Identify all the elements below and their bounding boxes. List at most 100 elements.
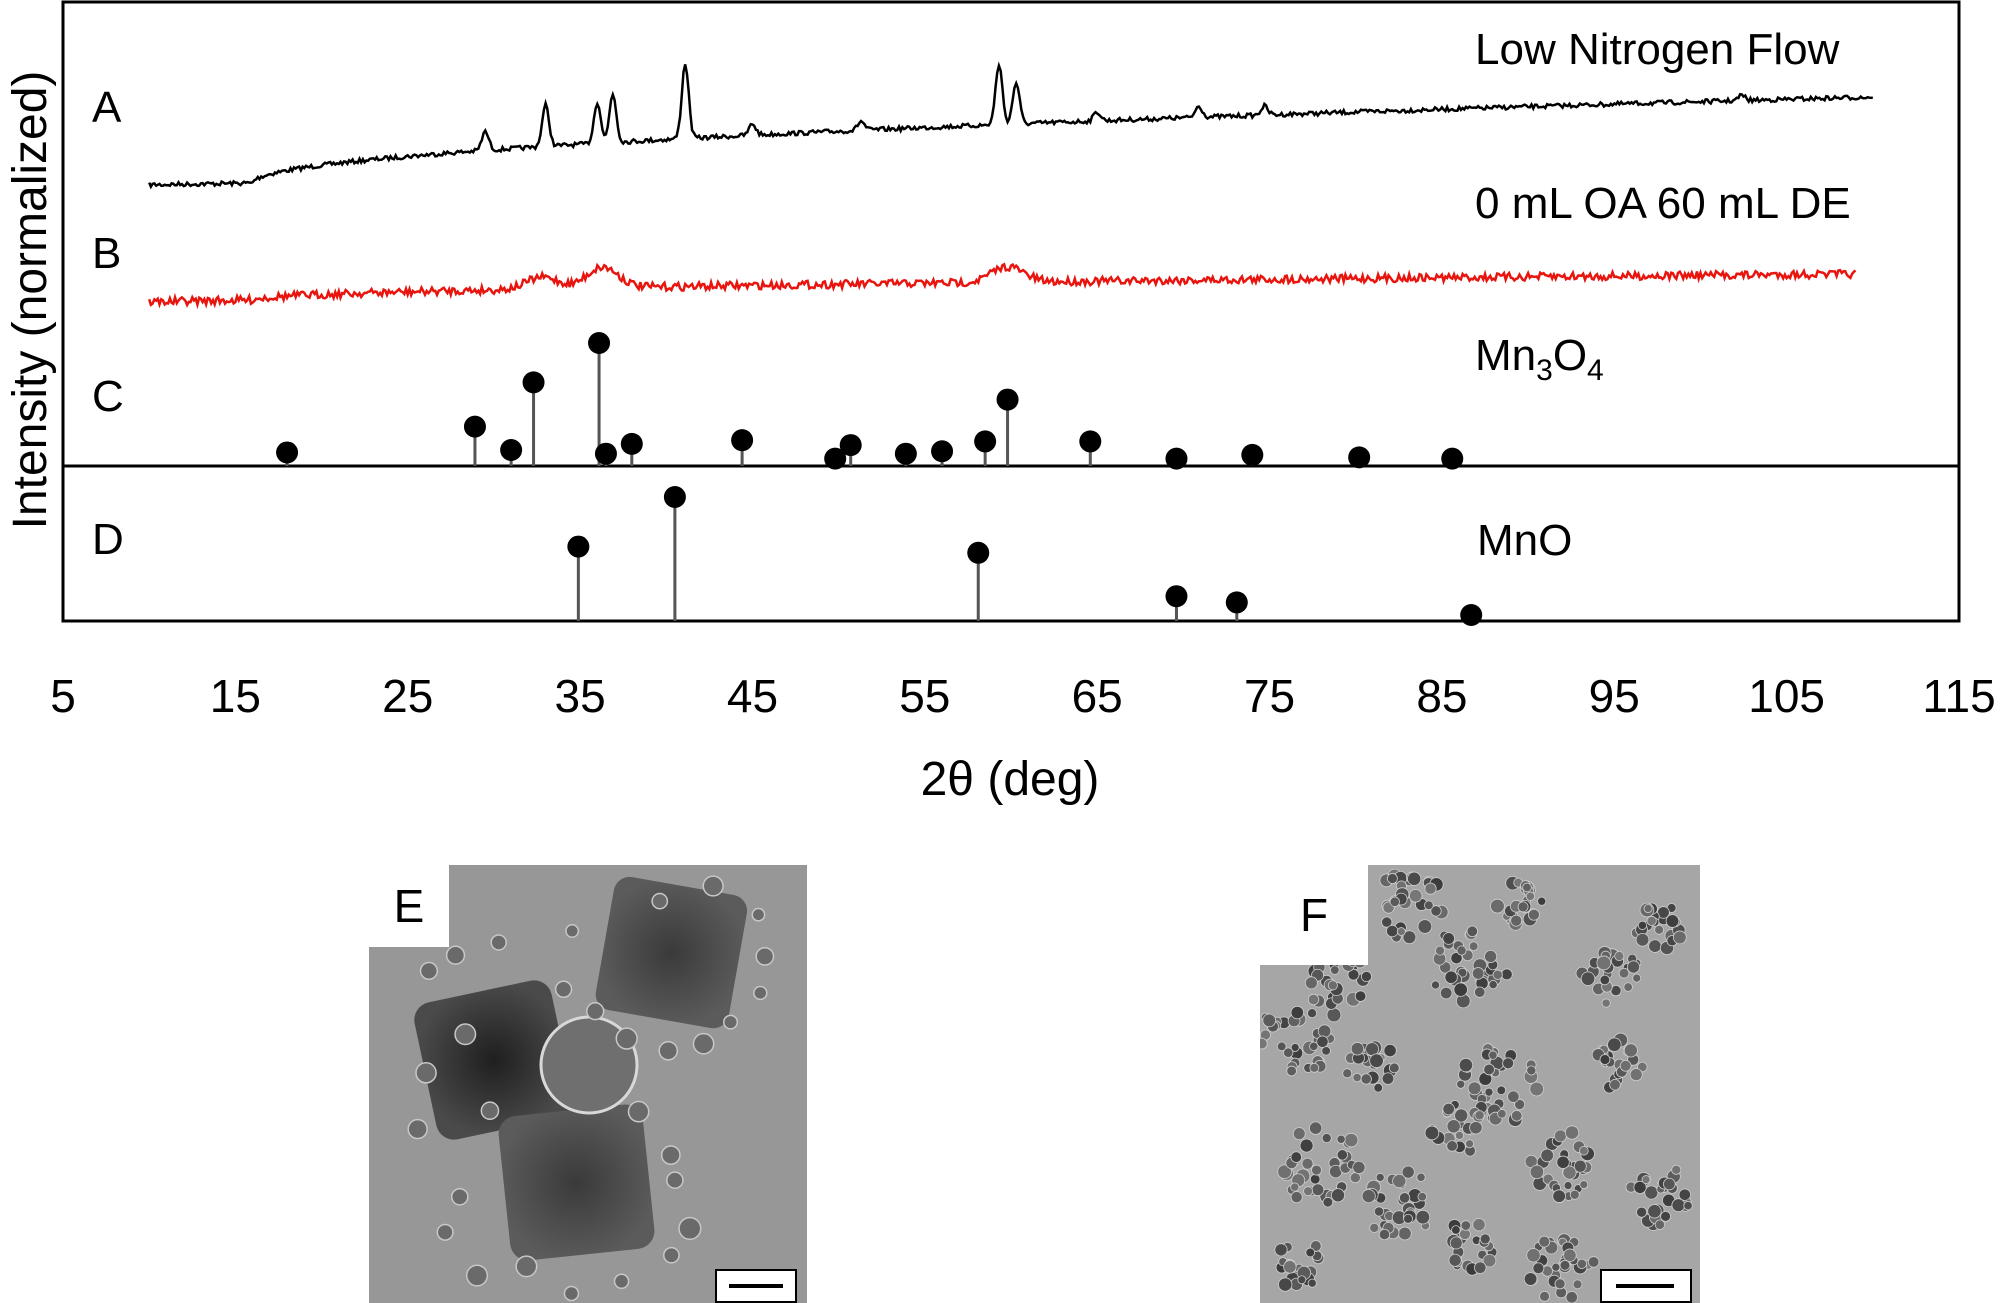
mn3o4-marker-9 [839, 434, 862, 457]
particle-7-21 [1483, 1063, 1495, 1076]
series-a-label: Low Nitrogen Flow [1475, 25, 1840, 74]
particle-11-16 [1277, 1164, 1292, 1180]
particle-9-20 [1563, 1181, 1573, 1190]
aggregate-6 [1630, 902, 1687, 956]
particle-13-11 [1352, 1072, 1362, 1083]
particle-4-22 [1525, 891, 1536, 901]
panel-label-box-e: E [369, 865, 449, 947]
particle-17-19 [1283, 1260, 1297, 1274]
series-a-trace [148, 61, 1874, 190]
x-tick-label-5: 5 [50, 670, 76, 722]
particle-16-2 [1671, 1164, 1682, 1175]
particle-0-31 [1316, 1035, 1329, 1048]
particle-16-16 [1636, 1206, 1648, 1218]
x-tick-label-85: 85 [1416, 670, 1467, 722]
mno-marker-3 [1165, 585, 1188, 608]
particle-4-12 [1537, 896, 1547, 906]
particle-3-0 [1468, 941, 1479, 952]
particle-8-26 [1446, 1140, 1458, 1152]
particle-8-21 [1446, 1119, 1461, 1134]
mn3o4-marker-4 [588, 332, 611, 354]
aggregate-2 [1379, 868, 1449, 945]
small-particle-16 [436, 1223, 454, 1241]
particle-2-22 [1386, 924, 1399, 938]
particle-5-26 [1599, 974, 1611, 986]
scale-bar-f-line [1616, 1284, 1674, 1288]
particle-2-26 [1430, 905, 1442, 917]
particle-7-14 [1507, 1090, 1520, 1103]
particle-12-29 [1392, 1173, 1407, 1189]
particle-7-24 [1484, 1087, 1494, 1097]
small-particle-13 [651, 892, 669, 910]
particle-8-15 [1442, 1102, 1455, 1116]
particle-3-25 [1450, 952, 1463, 965]
particle-7-32 [1458, 1057, 1474, 1073]
particle-6-17 [1646, 915, 1657, 926]
small-particle-25 [627, 1100, 650, 1123]
x-tick-label-95: 95 [1589, 670, 1640, 722]
particle-13-1 [1383, 1043, 1397, 1058]
particle-1-24 [1330, 965, 1340, 975]
particle-0-2 [1276, 1041, 1287, 1052]
particle-1-10 [1360, 970, 1372, 982]
mn3o4-marker-15 [1165, 447, 1188, 470]
particle-12-22 [1398, 1192, 1411, 1204]
particle-13-21 [1388, 1062, 1400, 1074]
scale-bar-e-line [729, 1284, 783, 1288]
aggregate-15 [1446, 1218, 1498, 1276]
particle-9-22 [1579, 1180, 1589, 1189]
particle-4-16 [1528, 908, 1540, 921]
particle-0-32 [1262, 1013, 1277, 1028]
particle-15-22 [1449, 1236, 1463, 1250]
particle-9-25 [1553, 1129, 1567, 1143]
small-particle-14 [565, 924, 580, 938]
series-c-label-mn: Mn [1475, 331, 1536, 380]
aggregate-10 [1591, 1032, 1648, 1094]
particle-5-24 [1632, 973, 1642, 983]
particle-12-27 [1415, 1209, 1431, 1225]
particle-16-26 [1683, 1200, 1693, 1211]
particle-5-19 [1623, 982, 1633, 992]
x-tick-label-65: 65 [1072, 670, 1123, 722]
particle-12-31 [1401, 1165, 1415, 1179]
aggregate-16 [1625, 1164, 1693, 1231]
aggregate-0 [1260, 993, 1342, 1077]
particle-14-9 [1587, 1256, 1600, 1268]
particle-11-25 [1321, 1133, 1332, 1144]
small-particle-10 [755, 946, 775, 966]
mn3o4-marker-1 [463, 415, 486, 438]
panel-letter-b: B [92, 229, 121, 278]
aggregate-17 [1274, 1240, 1325, 1292]
x-tick-label-55: 55 [899, 670, 950, 722]
small-particle-22 [678, 1216, 702, 1241]
mn3o4-marker-14 [1079, 430, 1102, 453]
particle-2-31 [1389, 896, 1400, 907]
particle-10-22 [1629, 1068, 1643, 1082]
x-tick-label-25: 25 [382, 670, 433, 722]
particle-3-1 [1500, 968, 1513, 981]
particle-0-33 [1283, 1047, 1294, 1058]
particle-10-20 [1619, 1059, 1632, 1072]
particle-4-19 [1517, 901, 1529, 913]
particle-1-18 [1327, 980, 1338, 991]
small-particle-1 [445, 945, 466, 965]
particle-7-26 [1467, 1081, 1482, 1096]
x-tick-label-75: 75 [1244, 670, 1295, 722]
particle-14-21 [1576, 1258, 1587, 1269]
particle-6-19 [1643, 904, 1653, 914]
particle-0-8 [1326, 1007, 1342, 1023]
series-c-label-sub1: 3 [1536, 354, 1553, 387]
aggregate-14 [1523, 1233, 1600, 1303]
particle-5-13 [1626, 960, 1641, 974]
particle-3-29 [1484, 949, 1498, 963]
small-particle-7 [692, 1032, 715, 1055]
particle-14-2 [1572, 1279, 1583, 1290]
x-tick-label-115: 115 [1922, 670, 1995, 722]
mn3o4-marker-13 [996, 388, 1019, 411]
particle-9-31 [1579, 1145, 1589, 1156]
particle-8-22 [1465, 1139, 1474, 1149]
particle-10-18 [1607, 1037, 1622, 1052]
particle-13-18 [1342, 1068, 1353, 1079]
series-a-line [148, 61, 1874, 190]
particle-11-34 [1330, 1188, 1346, 1203]
